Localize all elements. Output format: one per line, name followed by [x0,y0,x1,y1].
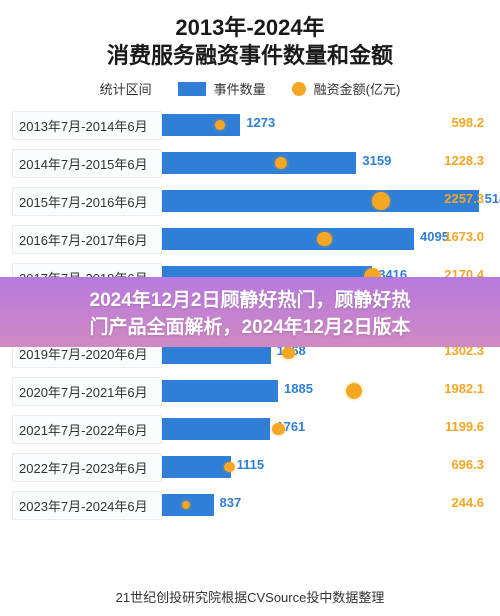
count-bar [162,152,356,174]
count-bar [162,380,278,402]
legend-period-label: 统计区间 [100,79,152,98]
count-bar [162,114,240,136]
row-plot: 1885 1982.1 [162,372,488,410]
row-plot: 1273 598.2 [162,106,488,144]
chart-row: 2014年7月-2015年6月 3159 1228.3 [12,144,488,182]
count-value: 1115 [237,457,265,472]
row-period-label: 2022年7月-2023年6月 [12,453,162,482]
row-plot: 51462257.3 [162,182,488,220]
legend-series2-label: 融资金额(亿元) [314,79,401,98]
row-period-label: 2016年7月-2017年6月 [12,225,162,254]
amount-dot [272,423,284,435]
amount-dot [317,232,332,247]
row-period-label: 2023年7月-2024年6月 [12,491,162,520]
row-period-label: 2014年7月-2015年6月 [12,149,162,178]
footer-source: 21世纪创投研究院根据CVSource投中数据整理 [0,587,500,606]
amount-dot [282,347,295,360]
row-period-label: 2020年7月-2021年6月 [12,377,162,406]
count-value: 1273 [246,115,275,130]
row-period-label: 2021年7月-2022年6月 [12,415,162,444]
count-value: 5146 [485,191,500,206]
row-plot: 17611199.6 [162,410,488,448]
amount-dot [182,501,190,509]
title-line2: 消费服务融资事件数量和金额 [0,42,500,70]
row-plot: 837 244.6 [162,486,488,524]
amount-value: 1982.1 [444,381,484,396]
count-bar [162,418,270,440]
overlay-line2: 门产品全面解析，2024年12月2日版本 [90,312,411,339]
title-line1: 2013年-2024年 [0,14,500,42]
amount-value: 2257.3 [444,191,484,206]
amount-dot [215,120,225,130]
row-period-label: 2015年7月-2016年6月 [12,187,162,216]
amount-value: 1228.3 [444,153,484,168]
row-plot: 3159 1228.3 [162,144,488,182]
amount-dot [346,383,362,399]
overlay-line1: 2024年12月2日顾静好热门，顾静好热 [90,285,411,312]
chart-row: 2023年7月-2024年6月 837 244.6 [12,486,488,524]
legend-dot-swatch [292,82,306,96]
legend: 统计区间 事件数量 融资金额(亿元) [0,75,500,106]
count-bar [162,456,231,478]
overlay-banner: 2024年12月2日顾静好热门，顾静好热 门产品全面解析，2024年12月2日版… [0,277,500,347]
chart-row: 2021年7月-2022年6月17611199.6 [12,410,488,448]
amount-value: 696.3 [451,457,484,472]
amount-dot [224,462,234,472]
amount-dot [372,192,389,209]
count-value: 1885 [284,381,313,396]
chart-title: 2013年-2024年 消费服务融资事件数量和金额 [0,0,500,75]
chart-row: 2022年7月-2023年6月 1115 696.3 [12,448,488,486]
amount-value: 244.6 [451,495,484,510]
row-period-label: 2013年7月-2014年6月 [12,111,162,140]
amount-value: 598.2 [451,115,484,130]
legend-series2: 融资金额(亿元) [292,79,401,98]
row-plot: 40951673.0 [162,220,488,258]
chart-row: 2013年7月-2014年6月 1273 598.2 [12,106,488,144]
legend-series1: 事件数量 [178,79,266,98]
chart-row: 2020年7月-2021年6月 1885 1982.1 [12,372,488,410]
legend-period: 统计区间 [100,79,152,98]
legend-series1-label: 事件数量 [214,79,266,98]
row-plot: 1115 696.3 [162,448,488,486]
chart-row: 2016年7月-2017年6月40951673.0 [12,220,488,258]
count-bar [162,190,479,212]
count-value: 837 [220,495,242,510]
count-value: 3159 [362,153,391,168]
amount-value: 1673.0 [444,229,484,244]
legend-bar-swatch [178,82,206,96]
count-bar [162,228,414,250]
amount-value: 1199.6 [445,419,484,434]
chart-row: 2015年7月-2016年6月51462257.3 [12,182,488,220]
